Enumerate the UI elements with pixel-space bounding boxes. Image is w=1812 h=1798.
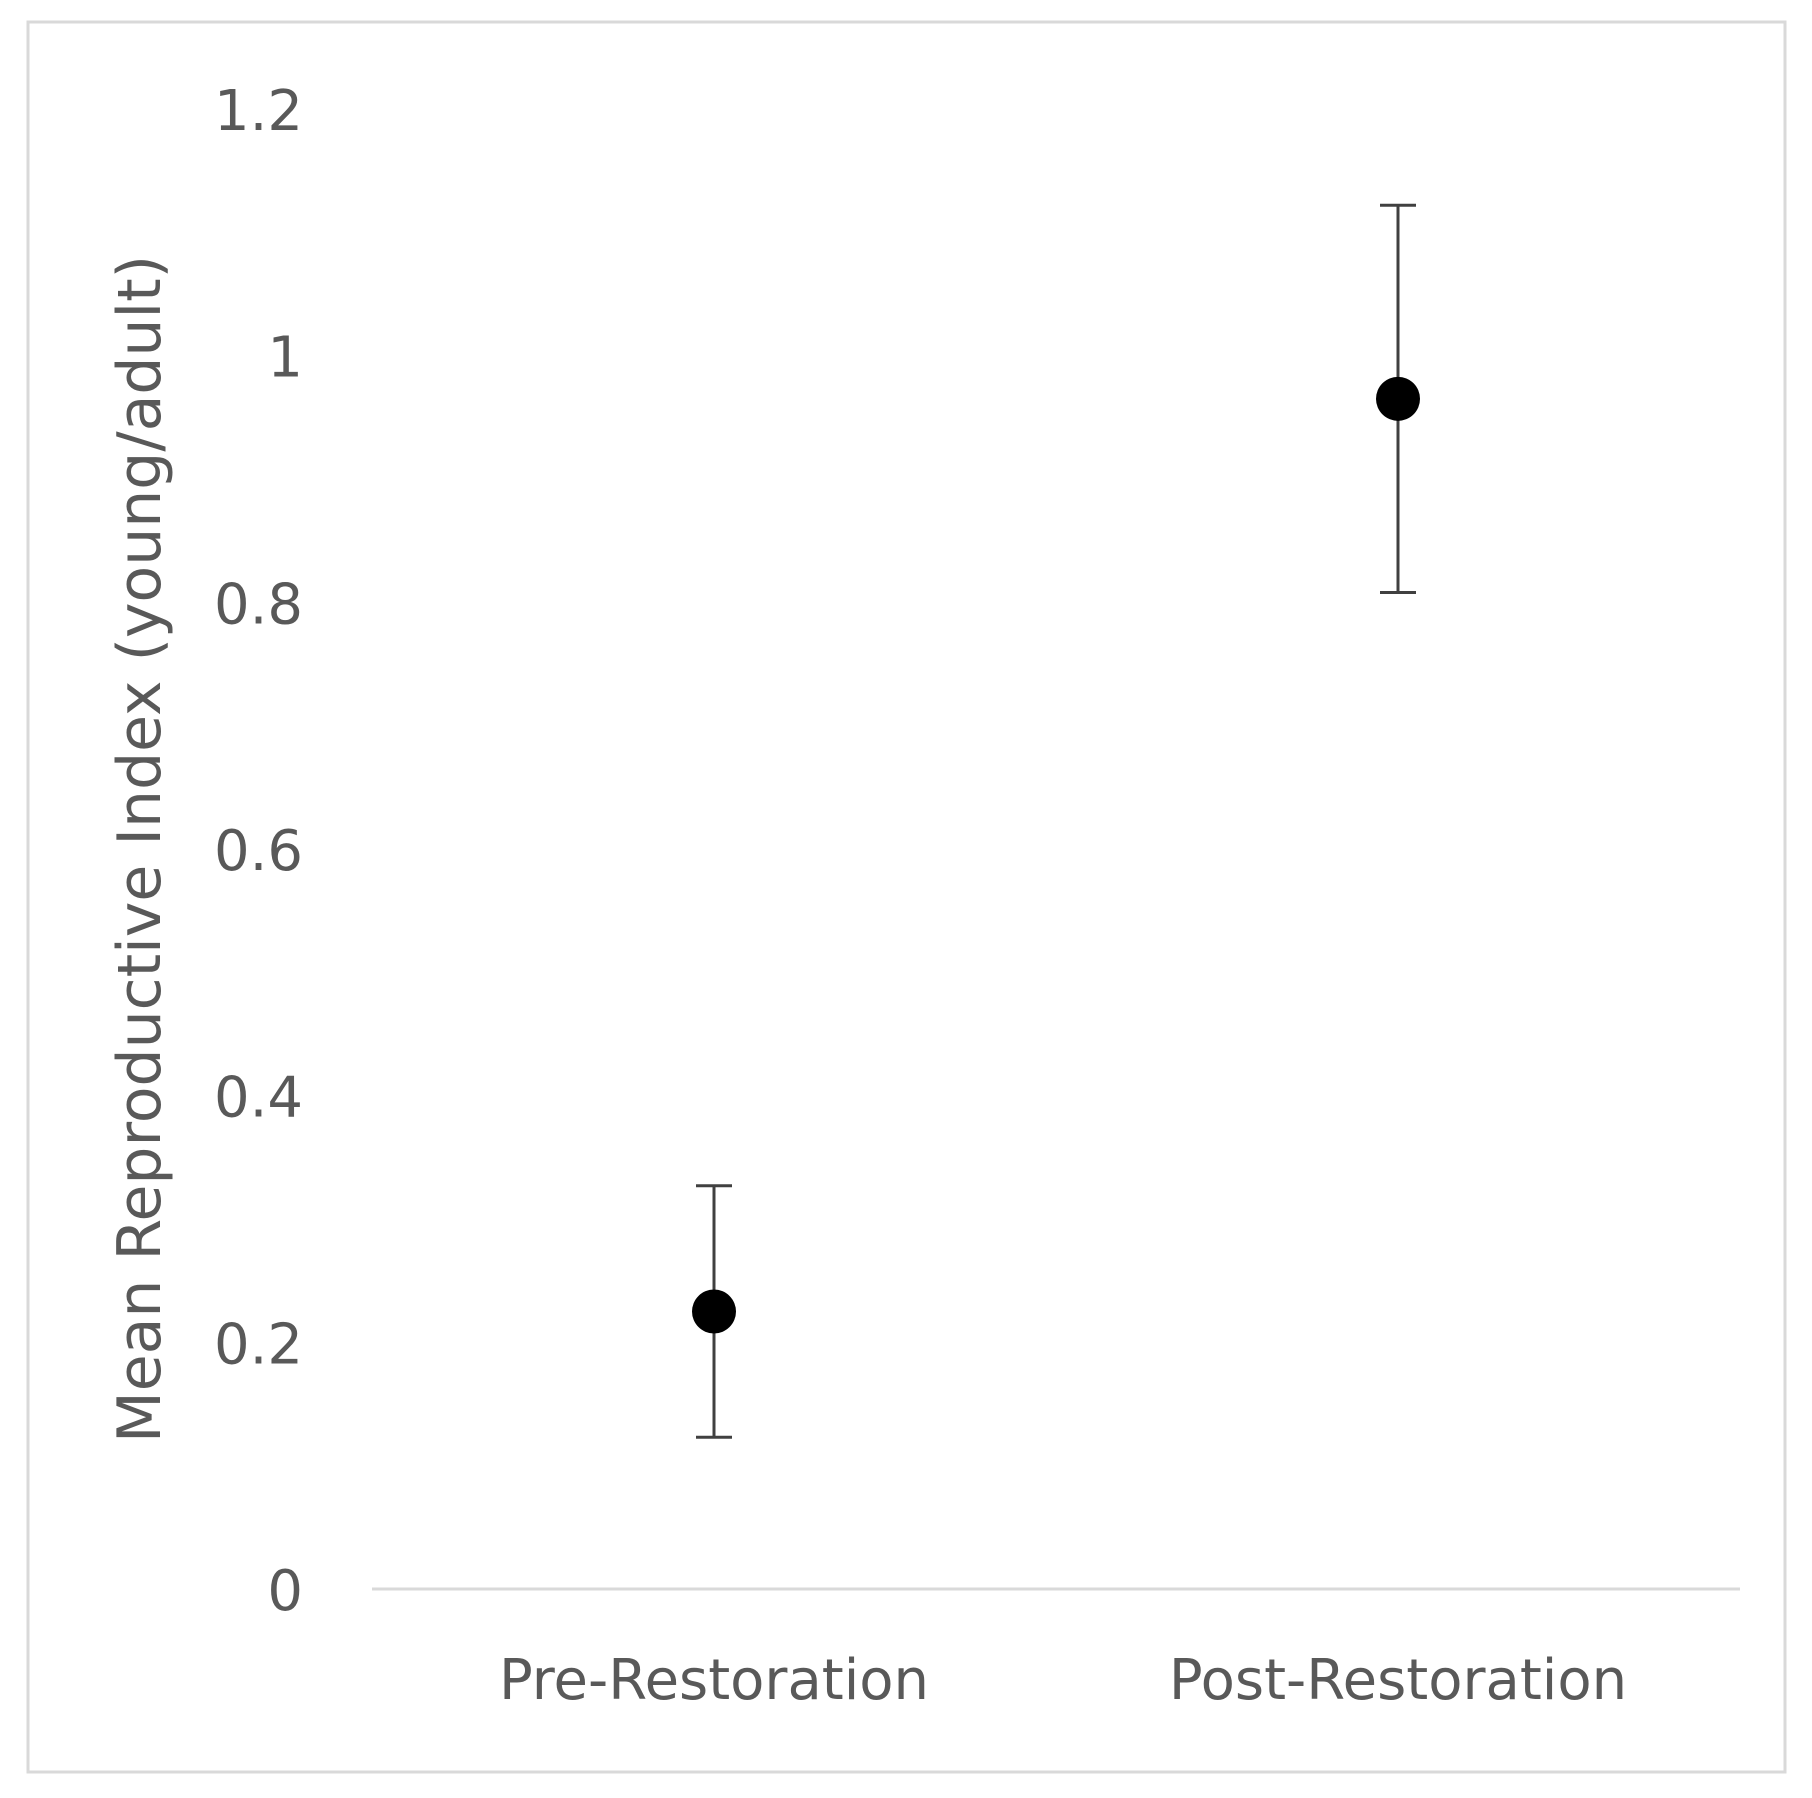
data-point [1376, 376, 1420, 421]
data-point [692, 1289, 736, 1334]
x-axis-tick-labels: Pre-Restoration Post-Restoration [499, 1648, 1627, 1713]
y-tick-label: 0.8 [214, 572, 303, 637]
y-tick-label: 0.2 [214, 1312, 303, 1377]
y-tick-label: 0 [267, 1559, 303, 1624]
y-axis-label: Mean Reproductive Index (young/adult) [105, 255, 175, 1443]
y-tick-label: 1 [267, 326, 303, 391]
x-tick-label: Post-Restoration [1169, 1648, 1627, 1713]
y-tick-label: 0.6 [214, 819, 303, 884]
y-tick-label: 1.2 [214, 79, 303, 144]
chart-border [26, 20, 1787, 1774]
x-tick-label: Pre-Restoration [499, 1648, 929, 1713]
data-points [692, 376, 1420, 1334]
y-tick-label: 0.4 [214, 1066, 303, 1131]
y-axis-tick-labels: 0 0.2 0.4 0.6 0.8 1 1.2 [214, 79, 303, 1624]
